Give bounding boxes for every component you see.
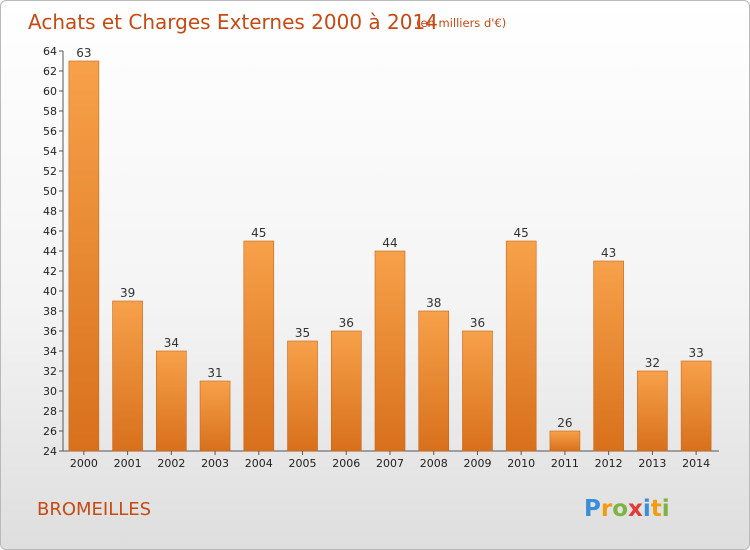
y-tick-label: 32 <box>43 365 57 378</box>
x-tick-label-2009: 2009 <box>463 457 491 470</box>
bar-2011 <box>549 430 581 452</box>
bar-2004 <box>243 240 275 452</box>
value-label-2003: 31 <box>207 366 222 380</box>
y-tick-label: 60 <box>43 85 57 98</box>
bar-2006 <box>330 330 362 452</box>
value-label-2009: 36 <box>470 316 485 330</box>
y-tick-label: 36 <box>43 325 57 338</box>
x-tick-label-2001: 2001 <box>114 457 142 470</box>
bar-2008 <box>418 310 450 452</box>
y-tick-label: 42 <box>43 265 57 278</box>
proxiti-logo: Proxiti <box>584 496 670 522</box>
x-tick-label-2005: 2005 <box>289 457 317 470</box>
plot-area: 24 26 28 30 32 34 36 38 40 42 44 46 48 50 52 54 56 58 60 62… <box>43 45 719 470</box>
bar-2001 <box>112 300 143 452</box>
bar-2012 <box>593 260 624 452</box>
y-tick-label: 52 <box>43 165 57 178</box>
bar-2014 <box>680 360 712 452</box>
x-tick-label-2003: 2003 <box>201 457 229 470</box>
y-tick-label: 50 <box>43 185 57 198</box>
x-tick-label-2007: 2007 <box>376 457 404 470</box>
bar-2010 <box>505 240 537 452</box>
x-tick-label-2011: 2011 <box>551 457 579 470</box>
bar-2000 <box>68 60 100 452</box>
value-label-2001: 39 <box>120 286 135 300</box>
commune-name: BROMEILLES <box>37 499 151 520</box>
y-tick-label: 58 <box>43 105 57 118</box>
logo-letter: o <box>612 496 628 522</box>
x-tick-label-2006: 2006 <box>332 457 360 470</box>
chart-subtitle: (en milliers d'€) <box>416 16 506 30</box>
bar-2013 <box>637 370 668 452</box>
value-label-2006: 36 <box>339 316 354 330</box>
bar-2005 <box>287 340 318 452</box>
y-tick-label: 38 <box>43 305 57 318</box>
value-label-2004: 45 <box>251 226 266 240</box>
x-tick-label-2013: 2013 <box>638 457 666 470</box>
y-tick-label: 46 <box>43 225 57 238</box>
logo-letter: r <box>601 496 613 522</box>
x-tick-label-2012: 2012 <box>595 457 623 470</box>
x-tick-label-2014: 2014 <box>682 457 710 470</box>
x-tick-label-2002: 2002 <box>157 457 185 470</box>
y-tick-label: 54 <box>43 145 57 158</box>
logo-letter: i <box>643 496 651 522</box>
logo-letter: t <box>651 496 662 522</box>
bar-2009 <box>462 330 493 452</box>
y-tick-label: 48 <box>43 205 57 218</box>
y-tick-label: 62 <box>43 65 57 78</box>
x-tick-label-2000: 2000 <box>70 457 98 470</box>
x-tick-label-2008: 2008 <box>420 457 448 470</box>
y-tick-label: 64 <box>43 45 57 58</box>
chart-title: Achats et Charges Externes 2000 à 2014 <box>28 10 438 34</box>
x-tick-label-2010: 2010 <box>507 457 535 470</box>
logo-letter: x <box>628 496 643 522</box>
bar-2007 <box>374 250 406 452</box>
value-label-2007: 44 <box>382 236 397 250</box>
value-label-2010: 45 <box>514 226 529 240</box>
bar-2003 <box>199 380 231 452</box>
y-tick-label: 28 <box>43 405 57 418</box>
y-tick-label: 30 <box>43 385 57 398</box>
y-tick-label: 26 <box>43 425 57 438</box>
value-label-2014: 33 <box>688 346 703 360</box>
x-tick-label-2004: 2004 <box>245 457 273 470</box>
value-label-2000: 63 <box>76 46 91 60</box>
value-label-2005: 35 <box>295 326 310 340</box>
value-label-2011: 26 <box>557 416 572 430</box>
logo-letter: i <box>662 496 670 522</box>
logo-letter: P <box>584 496 601 522</box>
y-tick-label: 34 <box>43 345 57 358</box>
bar-2002 <box>156 350 187 452</box>
y-tick-label: 24 <box>43 445 57 458</box>
value-label-2002: 34 <box>164 336 179 350</box>
value-label-2013: 32 <box>645 356 660 370</box>
y-tick-label: 40 <box>43 285 57 298</box>
value-label-2008: 38 <box>426 296 441 310</box>
y-tick-label: 56 <box>43 125 57 138</box>
value-label-2012: 43 <box>601 246 616 260</box>
y-tick-label: 44 <box>43 245 57 258</box>
